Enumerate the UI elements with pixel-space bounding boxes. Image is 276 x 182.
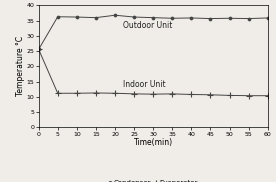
- Text: Indoor Unit: Indoor Unit: [123, 80, 165, 89]
- X-axis label: Time(min): Time(min): [134, 138, 173, 147]
- Text: Outdoor Unit: Outdoor Unit: [123, 21, 172, 30]
- Legend: Condenser, Evaporator: Condenser, Evaporator: [106, 177, 201, 182]
- Y-axis label: Temperature °C: Temperature °C: [16, 36, 25, 96]
